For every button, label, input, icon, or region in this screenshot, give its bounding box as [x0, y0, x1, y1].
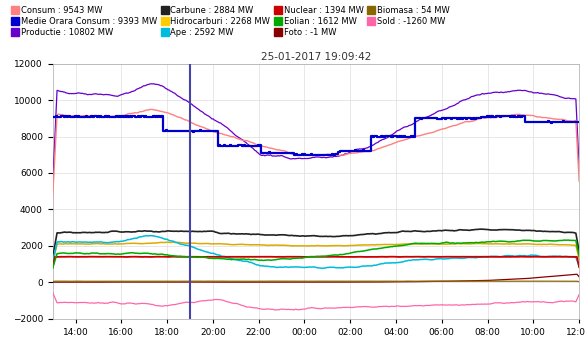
Legend: Consum : 9543 MW, Medie Orara Consum : 9393 MW, Productie : 10802 MW, Carbune : : Consum : 9543 MW, Medie Orara Consum : 9…: [10, 4, 451, 39]
Title: 25-01-2017 19:09:42: 25-01-2017 19:09:42: [261, 52, 371, 62]
